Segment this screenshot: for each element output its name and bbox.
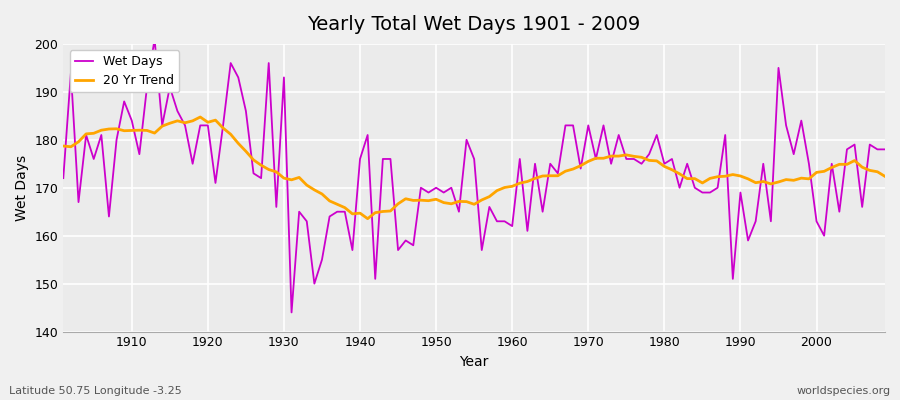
Wet Days xyxy=(879,147,890,152)
Wet Days xyxy=(515,156,526,161)
Wet Days xyxy=(302,219,312,224)
Wet Days xyxy=(286,310,297,315)
Wet Days xyxy=(149,37,160,42)
20 Yr Trend xyxy=(362,216,373,221)
Wet Days xyxy=(613,132,624,137)
20 Yr Trend xyxy=(339,205,350,210)
Wet Days xyxy=(58,176,68,180)
Y-axis label: Wet Days: Wet Days xyxy=(15,155,29,221)
Wet Days xyxy=(347,248,358,252)
Text: Latitude 50.75 Longitude -3.25: Latitude 50.75 Longitude -3.25 xyxy=(9,386,182,396)
20 Yr Trend xyxy=(879,174,890,179)
20 Yr Trend xyxy=(515,181,526,186)
Wet Days xyxy=(522,228,533,233)
Line: 20 Yr Trend: 20 Yr Trend xyxy=(63,117,885,219)
X-axis label: Year: Year xyxy=(460,355,489,369)
20 Yr Trend xyxy=(58,144,68,148)
20 Yr Trend xyxy=(119,128,130,133)
Line: Wet Days: Wet Days xyxy=(63,39,885,312)
20 Yr Trend xyxy=(293,175,304,180)
20 Yr Trend xyxy=(613,154,624,158)
20 Yr Trend xyxy=(522,179,533,184)
Title: Yearly Total Wet Days 1901 - 2009: Yearly Total Wet Days 1901 - 2009 xyxy=(308,15,641,34)
20 Yr Trend xyxy=(194,115,205,120)
Wet Days xyxy=(119,99,130,104)
Legend: Wet Days, 20 Yr Trend: Wet Days, 20 Yr Trend xyxy=(69,50,179,92)
Text: worldspecies.org: worldspecies.org xyxy=(796,386,891,396)
